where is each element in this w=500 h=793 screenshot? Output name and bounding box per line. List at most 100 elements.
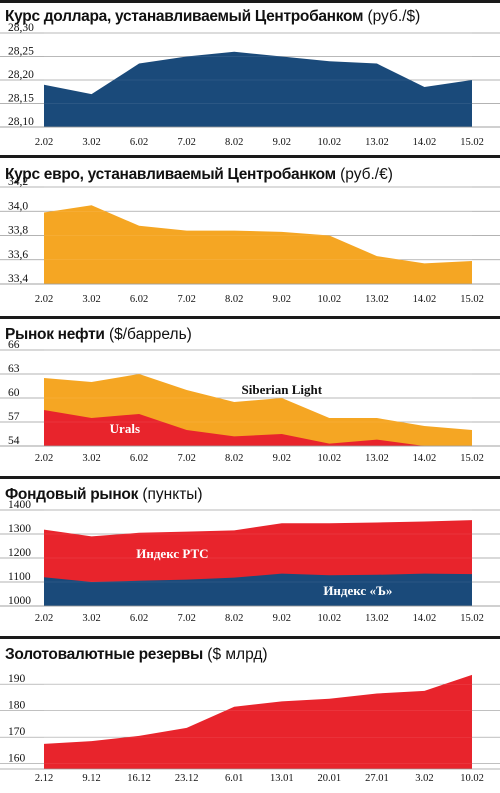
x-tick-label: 20.01 <box>318 773 342 784</box>
x-tick-label: 9.02 <box>273 453 291 464</box>
divider-3 <box>0 476 500 479</box>
x-tick-label: 2.02 <box>35 137 53 148</box>
y-tick-label: 28,25 <box>8 46 34 58</box>
x-tick-label: 2.02 <box>35 294 53 305</box>
x-tick-label: 3.02 <box>82 613 100 624</box>
y-tick-label: 60 <box>8 387 20 399</box>
series-area-0 <box>44 205 472 284</box>
x-tick-label: 6.02 <box>130 137 148 148</box>
y-tick-label: 63 <box>8 363 20 375</box>
panel-eur-title: Курс евро, устанавливаемый Центробанком … <box>5 165 393 185</box>
panel-stock: Фондовый рынок (пункты) 1400 1300 1200 1100… <box>0 479 500 636</box>
x-tick-label: 2.02 <box>35 613 53 624</box>
x-tick-label: 6.01 <box>225 773 243 784</box>
y-tick-label: 170 <box>8 726 26 738</box>
x-tick-label: 3.02 <box>82 294 100 305</box>
x-tick-label: 15.02 <box>460 453 484 464</box>
panel-usd-title: Курс доллара, устанавливаемый Центробанк… <box>5 7 420 27</box>
x-tick-label: 15.02 <box>460 613 484 624</box>
x-tick-label: 10.02 <box>318 613 342 624</box>
y-tick-label: 57 <box>8 411 20 423</box>
x-tick-label: 9.12 <box>82 773 100 784</box>
divider-4 <box>0 636 500 639</box>
x-tick-label: 14.02 <box>413 294 437 305</box>
panel-eur-title-text: Курс евро, устанавливаемый Центробанком <box>5 166 336 183</box>
y-tick-label: 66 <box>8 339 20 351</box>
x-tick-label: 6.02 <box>130 453 148 464</box>
y-tick-label: 190 <box>8 673 26 685</box>
y-tick-label: 28,10 <box>8 116 34 128</box>
panel-eur-unit: (руб./€) <box>340 166 393 183</box>
divider-2 <box>0 316 500 319</box>
x-tick-label: 8.02 <box>225 137 243 148</box>
oil-market-chart: 66 63 60 57 54 Siberian Light Urals 2.02 3.02 6.0… <box>0 339 500 464</box>
panel-reserves-title-text: Золотовалютные резервы <box>5 646 203 663</box>
usd-rate-chart: 28,30 28,25 28,20 28,15 28,102.02 3.02 6.02 7.0… <box>0 22 500 148</box>
x-tick-label: 14.02 <box>413 613 437 624</box>
x-tick-label: 8.02 <box>225 294 243 305</box>
x-tick-label: 10.02 <box>460 773 484 784</box>
top-rule <box>0 0 500 3</box>
x-tick-label: 14.02 <box>413 453 437 464</box>
panel-oil: Рынок нефти ($/баррель) 66 63 60 57 54 Siberi… <box>0 319 500 476</box>
panel-oil-title: Рынок нефти ($/баррель) <box>5 325 192 345</box>
x-tick-label: 7.02 <box>177 137 195 148</box>
y-tick-label: 180 <box>8 700 26 712</box>
y-tick-label: 160 <box>8 753 26 765</box>
panel-stock-unit: (пункты) <box>142 486 203 503</box>
x-tick-label: 3.02 <box>82 453 100 464</box>
x-tick-label: 16.12 <box>127 773 151 784</box>
y-tick-label: 34,2 <box>8 176 28 188</box>
divider-1 <box>0 155 500 158</box>
panel-oil-unit: ($/баррель) <box>108 326 192 343</box>
y-tick-label: 28,20 <box>8 69 34 81</box>
x-tick-label: 13.02 <box>365 294 389 305</box>
panel-stock-title: Фондовый рынок (пункты) <box>5 485 203 505</box>
y-tick-label: 28,30 <box>8 22 34 34</box>
x-tick-label: 3.02 <box>82 137 100 148</box>
y-tick-label: 1000 <box>8 595 31 607</box>
y-tick-label: 1300 <box>8 523 31 535</box>
series-area-1 <box>44 410 472 446</box>
x-tick-label: 2.12 <box>35 773 53 784</box>
panel-usd-unit: (руб./$) <box>367 8 421 25</box>
x-tick-label: 15.02 <box>460 137 484 148</box>
x-tick-label: 7.02 <box>177 294 195 305</box>
series-label: Siberian Light <box>242 382 323 397</box>
panel-eur: Курс евро, устанавливаемый Центробанком … <box>0 158 500 316</box>
reserves-chart: 190 180 170 160 2.12 9.12 16.12 23.12 6.01 13.01 2… <box>0 673 500 784</box>
x-tick-label: 10.02 <box>318 137 342 148</box>
eur-rate-chart: 34,2 34,0 33,8 33,6 33,4 2.02 3.02 6.02 7.02 8.02… <box>0 176 500 305</box>
y-tick-label: 33,6 <box>8 249 28 261</box>
x-tick-label: 8.02 <box>225 613 243 624</box>
x-tick-label: 10.02 <box>318 453 342 464</box>
x-tick-label: 9.02 <box>273 137 291 148</box>
panel-usd-title-text: Курс доллара, устанавливаемый Центробанк… <box>5 8 364 25</box>
x-tick-label: 13.02 <box>365 137 389 148</box>
x-tick-label: 6.02 <box>130 613 148 624</box>
y-tick-label: 1400 <box>8 499 31 511</box>
x-tick-label: 13.02 <box>365 613 389 624</box>
y-tick-label: 1100 <box>8 571 31 583</box>
panel-usd: Курс доллара, устанавливаемый Центробанк… <box>0 3 500 155</box>
series-label: Индекс РТС <box>136 546 208 561</box>
stock-market-chart: 1400 1300 1200 1100 1000 Индекс РТС Индекс «Ъ»… <box>0 499 500 624</box>
x-tick-label: 14.02 <box>413 137 437 148</box>
x-tick-label: 13.01 <box>270 773 294 784</box>
x-tick-label: 27.01 <box>365 773 389 784</box>
panel-reserves: Золотовалютные резервы ($ млрд) 190 180 17… <box>0 639 500 793</box>
series-area-0 <box>44 51 472 127</box>
panel-reserves-title: Золотовалютные резервы ($ млрд) <box>5 645 268 665</box>
panel-stock-title-text: Фондовый рынок <box>5 486 139 503</box>
x-tick-label: 10.02 <box>318 294 342 305</box>
y-tick-label: 34,0 <box>8 200 28 212</box>
x-tick-label: 8.02 <box>225 453 243 464</box>
x-tick-label: 7.02 <box>177 613 195 624</box>
y-tick-label: 28,15 <box>8 93 34 105</box>
x-tick-label: 6.02 <box>130 294 148 305</box>
panel-oil-title-text: Рынок нефти <box>5 326 105 343</box>
x-tick-label: 9.02 <box>273 613 291 624</box>
series-area-0 <box>44 674 472 769</box>
y-tick-label: 33,8 <box>8 225 28 237</box>
